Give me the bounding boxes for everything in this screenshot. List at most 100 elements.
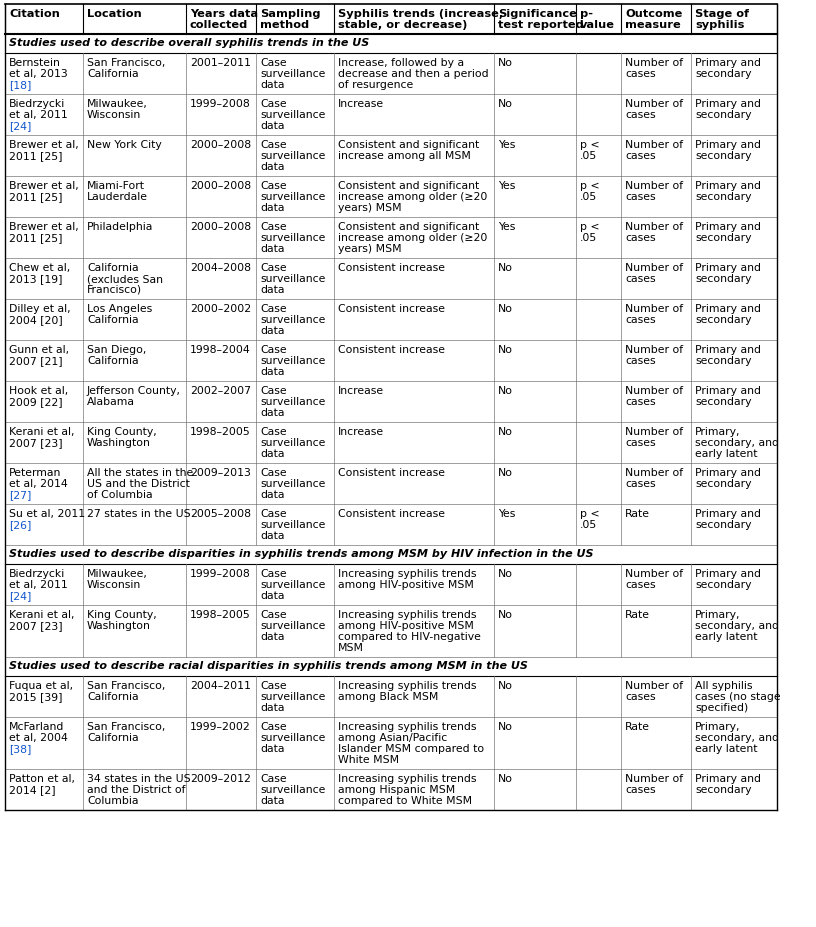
Text: [26]: [26] (9, 519, 31, 529)
Text: Number of: Number of (625, 57, 683, 68)
Text: Dilley et al,: Dilley et al, (9, 304, 71, 313)
Text: Jefferson County,: Jefferson County, (87, 386, 181, 396)
Text: King County,: King County, (87, 609, 157, 619)
Text: Kerani et al,: Kerani et al, (9, 426, 74, 437)
Text: No: No (498, 99, 513, 108)
Text: Primary and: Primary and (695, 181, 761, 191)
Text: Primary,: Primary, (695, 609, 740, 619)
Text: cases: cases (625, 110, 655, 120)
Text: Consistent and significant: Consistent and significant (338, 140, 479, 150)
Text: cases: cases (625, 397, 655, 407)
Text: Studies used to describe disparities in syphilis trends among MSM by HIV infecti: Studies used to describe disparities in … (9, 549, 593, 559)
Text: data: data (260, 121, 285, 131)
Text: Increasing syphilis trends: Increasing syphilis trends (338, 773, 477, 783)
Text: Primary,: Primary, (695, 721, 740, 731)
Text: secondary: secondary (695, 356, 752, 365)
Text: San Francisco,: San Francisco, (87, 57, 166, 68)
Text: Wisconsin: Wisconsin (87, 110, 141, 120)
Text: Brewer et al,: Brewer et al, (9, 181, 79, 191)
Text: Consistent increase: Consistent increase (338, 304, 445, 313)
Text: 2007 [21]: 2007 [21] (9, 356, 63, 365)
Text: specified): specified) (695, 703, 748, 712)
Text: Number of: Number of (625, 99, 683, 108)
Text: .05: .05 (580, 233, 597, 243)
Text: increase among older (≥20: increase among older (≥20 (338, 233, 487, 243)
Text: early latent: early latent (695, 449, 757, 459)
Text: secondary: secondary (695, 519, 752, 529)
Text: Case: Case (260, 140, 286, 150)
Text: data: data (260, 530, 285, 540)
Text: cases: cases (625, 356, 655, 365)
Text: Case: Case (260, 345, 286, 355)
Text: Increase: Increase (338, 386, 384, 396)
Text: cases: cases (625, 69, 655, 79)
Text: surveillance: surveillance (260, 233, 326, 243)
Text: secondary: secondary (695, 233, 752, 243)
Text: surveillance: surveillance (260, 692, 326, 701)
Text: data: data (260, 590, 285, 601)
Text: data: data (260, 80, 285, 90)
Text: Fuqua et al,: Fuqua et al, (9, 680, 73, 691)
Text: Primary and: Primary and (695, 262, 761, 273)
Text: 2000–2008: 2000–2008 (190, 222, 251, 232)
Text: data: data (260, 743, 285, 753)
Text: Primary and: Primary and (695, 140, 761, 150)
Text: Biedrzycki: Biedrzycki (9, 568, 65, 578)
Text: Increasing syphilis trends: Increasing syphilis trends (338, 680, 477, 691)
Text: Primary and: Primary and (695, 386, 761, 396)
Text: Brewer et al,: Brewer et al, (9, 222, 79, 232)
Text: California: California (87, 69, 139, 79)
Text: stable, or decrease): stable, or decrease) (338, 20, 468, 30)
Text: Number of: Number of (625, 140, 683, 150)
Text: Primary and: Primary and (695, 568, 761, 578)
Text: secondary: secondary (695, 273, 752, 284)
Text: 2005–2008: 2005–2008 (190, 508, 251, 518)
Text: Case: Case (260, 721, 286, 731)
Text: test reported: test reported (498, 20, 583, 30)
Text: 1999–2008: 1999–2008 (190, 568, 251, 578)
Text: surveillance: surveillance (260, 69, 326, 79)
Text: among Asian/Pacific: among Asian/Pacific (338, 732, 447, 743)
Text: Case: Case (260, 426, 286, 437)
Text: Columbia: Columbia (87, 795, 139, 806)
Text: Increase: Increase (338, 426, 384, 437)
Text: data: data (260, 285, 285, 295)
Text: .05: .05 (580, 519, 597, 529)
Text: surveillance: surveillance (260, 620, 326, 630)
Text: Case: Case (260, 467, 286, 477)
Text: secondary: secondary (695, 151, 752, 160)
Text: Number of: Number of (625, 304, 683, 313)
Text: et al, 2011: et al, 2011 (9, 579, 68, 590)
Text: Hook et al,: Hook et al, (9, 386, 69, 396)
Text: cases: cases (625, 478, 655, 489)
Text: Patton et al,: Patton et al, (9, 773, 75, 783)
Text: surveillance: surveillance (260, 438, 326, 448)
Text: White MSM: White MSM (338, 755, 399, 764)
Text: No: No (498, 262, 513, 273)
Text: Consistent and significant: Consistent and significant (338, 222, 479, 232)
Text: secondary: secondary (695, 314, 752, 324)
Text: surveillance: surveillance (260, 192, 326, 202)
Text: Philadelphia: Philadelphia (87, 222, 153, 232)
Text: data: data (260, 408, 285, 417)
Text: 2015 [39]: 2015 [39] (9, 692, 63, 701)
Text: 2009 [22]: 2009 [22] (9, 397, 63, 407)
Text: Wisconsin: Wisconsin (87, 579, 141, 590)
Text: San Francisco,: San Francisco, (87, 680, 166, 691)
Text: 2013 [19]: 2013 [19] (9, 273, 63, 284)
Text: Bernstein: Bernstein (9, 57, 61, 68)
Text: syphilis: syphilis (695, 20, 744, 30)
Text: increase among all MSM: increase among all MSM (338, 151, 471, 160)
Text: No: No (498, 680, 513, 691)
Text: Number of: Number of (625, 222, 683, 232)
Text: Case: Case (260, 386, 286, 396)
Text: .05: .05 (580, 192, 597, 202)
Text: Increasing syphilis trends: Increasing syphilis trends (338, 568, 477, 578)
Text: among HIV-positive MSM: among HIV-positive MSM (338, 620, 474, 630)
Text: Los Angeles: Los Angeles (87, 304, 153, 313)
Text: among HIV-positive MSM: among HIV-positive MSM (338, 579, 474, 590)
Text: data: data (260, 366, 285, 376)
Text: et al, 2014: et al, 2014 (9, 478, 68, 489)
Text: cases: cases (625, 314, 655, 324)
Text: p-: p- (580, 9, 593, 19)
